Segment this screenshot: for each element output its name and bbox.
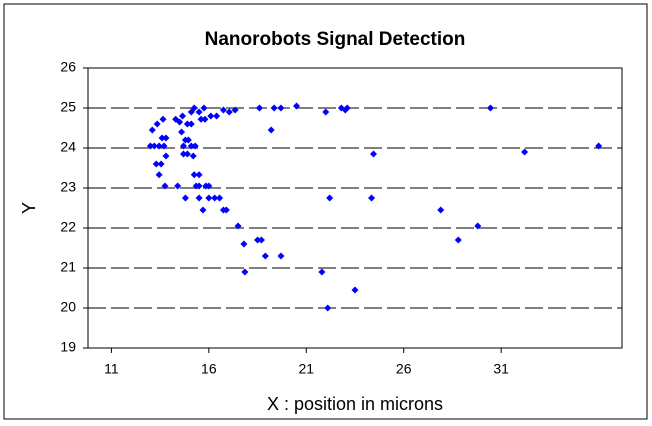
point xyxy=(158,134,166,142)
plot-frame xyxy=(87,67,623,349)
point xyxy=(205,182,213,190)
point xyxy=(595,142,603,150)
y-tick-label: 26 xyxy=(60,59,76,75)
point xyxy=(162,134,170,142)
point xyxy=(179,142,187,150)
point xyxy=(326,194,334,202)
x-tick-label: 26 xyxy=(396,361,412,377)
point xyxy=(176,118,184,126)
point xyxy=(205,194,213,202)
point xyxy=(183,120,191,128)
point xyxy=(159,115,167,123)
y-tick-label: 23 xyxy=(60,179,76,195)
point xyxy=(270,104,278,112)
point xyxy=(181,194,189,202)
point xyxy=(222,206,230,214)
point xyxy=(153,120,161,128)
point xyxy=(195,108,203,116)
point xyxy=(213,112,221,120)
point xyxy=(267,126,275,134)
point xyxy=(201,115,209,123)
point xyxy=(454,236,462,244)
point xyxy=(148,126,156,134)
y-tick-label: 20 xyxy=(60,299,76,315)
point xyxy=(207,112,215,120)
point xyxy=(231,106,239,114)
point xyxy=(241,268,249,276)
point xyxy=(190,104,198,112)
point xyxy=(254,236,262,244)
point xyxy=(152,160,160,168)
point xyxy=(160,142,168,150)
point xyxy=(161,182,169,190)
point xyxy=(199,206,207,214)
point xyxy=(187,142,195,150)
point xyxy=(174,182,182,190)
x-axis-label: X : position in microns xyxy=(267,394,443,414)
point xyxy=(277,252,285,260)
point xyxy=(370,150,378,158)
point xyxy=(195,194,203,202)
point xyxy=(190,171,198,179)
point xyxy=(195,171,203,179)
point xyxy=(257,236,265,244)
point xyxy=(195,182,203,190)
point xyxy=(216,194,224,202)
point xyxy=(293,102,301,110)
point xyxy=(183,150,191,158)
point xyxy=(324,304,332,312)
point xyxy=(343,104,351,112)
point xyxy=(191,142,199,150)
point xyxy=(261,252,269,260)
chart-title: Nanorobots Signal Detection xyxy=(205,29,466,50)
y-tick-label: 22 xyxy=(60,219,76,235)
point xyxy=(234,222,242,230)
point xyxy=(219,106,227,114)
point xyxy=(240,240,248,248)
x-tick-label: 16 xyxy=(201,361,217,377)
x-tick-label: 21 xyxy=(298,361,314,377)
chart-border xyxy=(3,3,648,420)
point xyxy=(225,108,233,116)
point xyxy=(189,152,197,160)
point xyxy=(155,142,163,150)
point xyxy=(474,222,482,230)
point xyxy=(178,128,186,136)
point xyxy=(277,104,285,112)
point xyxy=(322,108,330,116)
point xyxy=(162,152,170,160)
point xyxy=(184,136,192,144)
point xyxy=(211,194,219,202)
point xyxy=(155,171,163,179)
point xyxy=(187,120,195,128)
point xyxy=(521,148,529,156)
x-tick-label: 11 xyxy=(104,361,119,377)
point xyxy=(157,160,165,168)
point xyxy=(486,104,494,112)
y-tick-label: 24 xyxy=(60,139,76,155)
point xyxy=(351,286,359,294)
point xyxy=(146,142,154,150)
y-tick-label: 25 xyxy=(60,99,76,115)
x-tick-label: 31 xyxy=(493,361,509,377)
point xyxy=(200,104,208,112)
y-tick-label: 21 xyxy=(60,259,76,275)
point xyxy=(179,150,187,158)
y-axis-label: Y xyxy=(19,202,39,214)
point xyxy=(437,206,445,214)
point xyxy=(179,112,187,120)
y-tick-label: 19 xyxy=(60,339,76,355)
point xyxy=(197,115,205,123)
point xyxy=(368,194,376,202)
point xyxy=(150,142,158,150)
point xyxy=(318,268,326,276)
point xyxy=(256,104,264,112)
